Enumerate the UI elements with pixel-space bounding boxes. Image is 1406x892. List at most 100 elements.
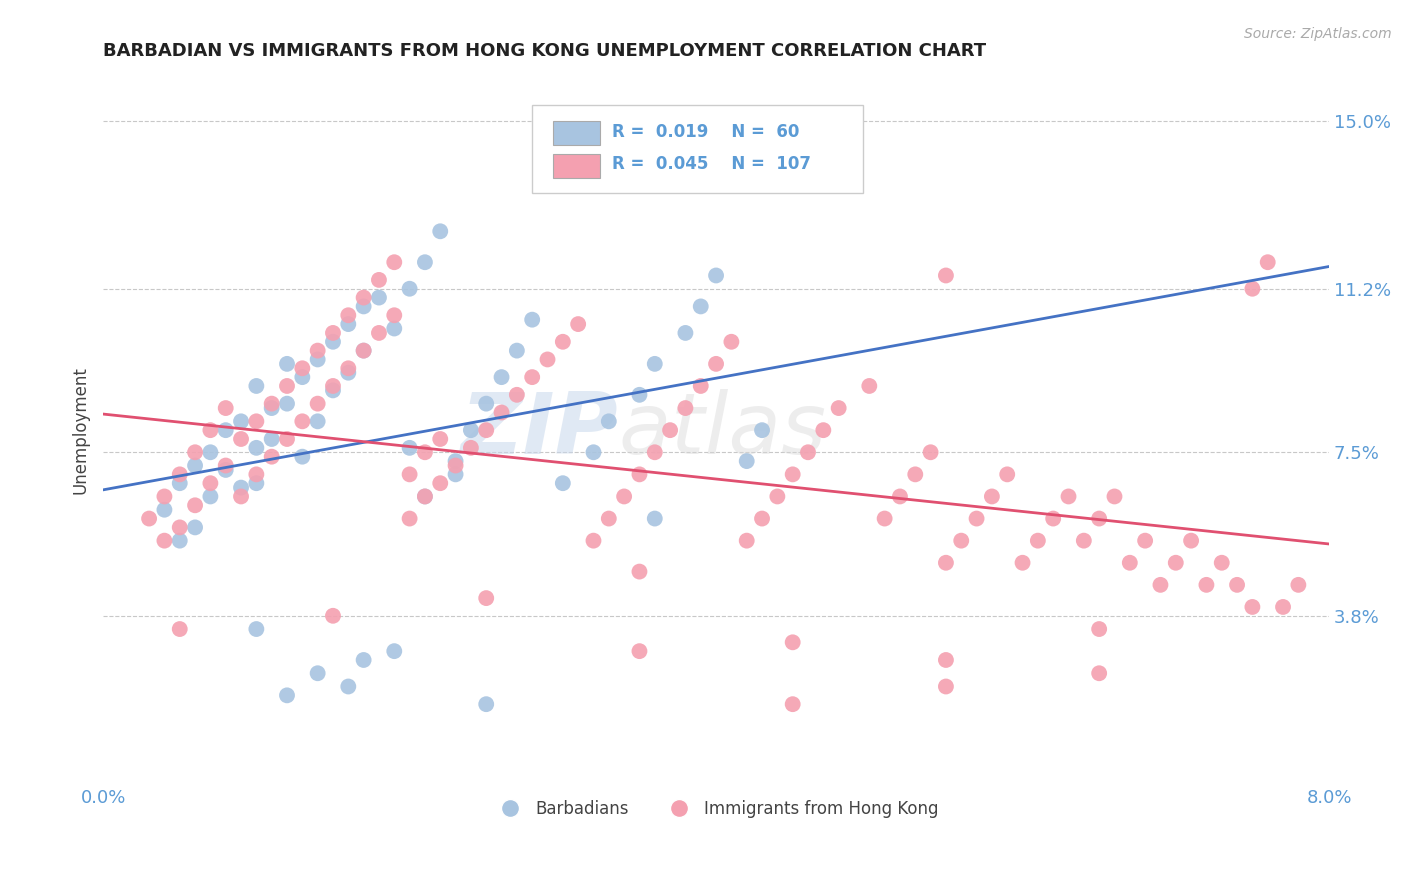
Point	[429, 476, 451, 491]
Point	[689, 379, 711, 393]
Point	[184, 520, 207, 534]
Point	[613, 490, 636, 504]
Point	[1241, 599, 1264, 614]
Point	[1195, 578, 1218, 592]
Y-axis label: Unemployment: Unemployment	[72, 367, 89, 494]
FancyBboxPatch shape	[553, 153, 599, 178]
Point	[413, 445, 436, 459]
Point	[260, 397, 283, 411]
Point	[628, 565, 651, 579]
Point	[169, 520, 191, 534]
Point	[491, 405, 513, 419]
Point	[582, 445, 605, 459]
Point	[429, 432, 451, 446]
Point	[628, 388, 651, 402]
Point	[337, 366, 360, 380]
Point	[935, 268, 957, 283]
Point	[260, 401, 283, 415]
Point	[935, 653, 957, 667]
Point	[200, 423, 222, 437]
Point	[522, 370, 544, 384]
Point	[751, 511, 773, 525]
Point	[382, 308, 405, 322]
Point	[1088, 666, 1111, 681]
Point	[980, 490, 1002, 504]
Text: BARBADIAN VS IMMIGRANTS FROM HONG KONG UNEMPLOYMENT CORRELATION CHART: BARBADIAN VS IMMIGRANTS FROM HONG KONG U…	[103, 42, 986, 60]
Point	[1088, 511, 1111, 525]
Point	[598, 511, 620, 525]
Point	[368, 326, 391, 340]
Point	[276, 397, 298, 411]
Point	[644, 357, 666, 371]
Point	[322, 608, 344, 623]
Point	[353, 291, 375, 305]
Point	[398, 282, 420, 296]
Point	[307, 397, 329, 411]
Point	[735, 533, 758, 548]
Point	[153, 490, 176, 504]
Point	[200, 445, 222, 459]
Point	[353, 343, 375, 358]
Point	[1057, 490, 1080, 504]
Point	[920, 445, 942, 459]
Point	[245, 414, 267, 428]
Point	[950, 533, 973, 548]
Point	[276, 432, 298, 446]
Point	[491, 370, 513, 384]
Point	[413, 490, 436, 504]
Point	[322, 384, 344, 398]
Point	[460, 423, 482, 437]
Point	[322, 379, 344, 393]
Point	[1180, 533, 1202, 548]
Point	[751, 423, 773, 437]
Point	[276, 357, 298, 371]
Text: R =  0.019    N =  60: R = 0.019 N = 60	[612, 123, 799, 141]
Point	[506, 343, 529, 358]
Point	[229, 481, 252, 495]
Point	[245, 622, 267, 636]
Point	[873, 511, 896, 525]
Point	[229, 490, 252, 504]
Point	[551, 334, 574, 349]
Point	[475, 423, 498, 437]
Point	[398, 467, 420, 482]
Point	[704, 357, 727, 371]
Point	[628, 467, 651, 482]
Text: R =  0.045    N =  107: R = 0.045 N = 107	[612, 155, 811, 173]
Point	[827, 401, 849, 415]
Point	[413, 255, 436, 269]
Text: Source: ZipAtlas.com: Source: ZipAtlas.com	[1244, 27, 1392, 41]
Point	[260, 432, 283, 446]
Point	[215, 401, 238, 415]
Point	[460, 441, 482, 455]
Point	[1149, 578, 1171, 592]
Point	[184, 445, 207, 459]
Point	[1011, 556, 1033, 570]
Point	[291, 370, 314, 384]
Point	[1164, 556, 1187, 570]
Point	[307, 352, 329, 367]
Point	[551, 476, 574, 491]
FancyBboxPatch shape	[553, 121, 599, 145]
Point	[659, 423, 682, 437]
Point	[337, 680, 360, 694]
Point	[475, 697, 498, 711]
Point	[413, 490, 436, 504]
Point	[766, 490, 789, 504]
Legend: Barbadians, Immigrants from Hong Kong: Barbadians, Immigrants from Hong Kong	[486, 794, 945, 825]
Point	[245, 476, 267, 491]
Point	[1042, 511, 1064, 525]
Point	[184, 458, 207, 473]
Point	[398, 511, 420, 525]
Point	[444, 458, 467, 473]
Point	[291, 450, 314, 464]
Point	[1211, 556, 1233, 570]
Point	[353, 653, 375, 667]
Point	[200, 476, 222, 491]
Point	[782, 697, 804, 711]
Point	[169, 467, 191, 482]
Point	[1286, 578, 1309, 592]
Point	[368, 273, 391, 287]
Point	[720, 334, 742, 349]
Point	[444, 467, 467, 482]
